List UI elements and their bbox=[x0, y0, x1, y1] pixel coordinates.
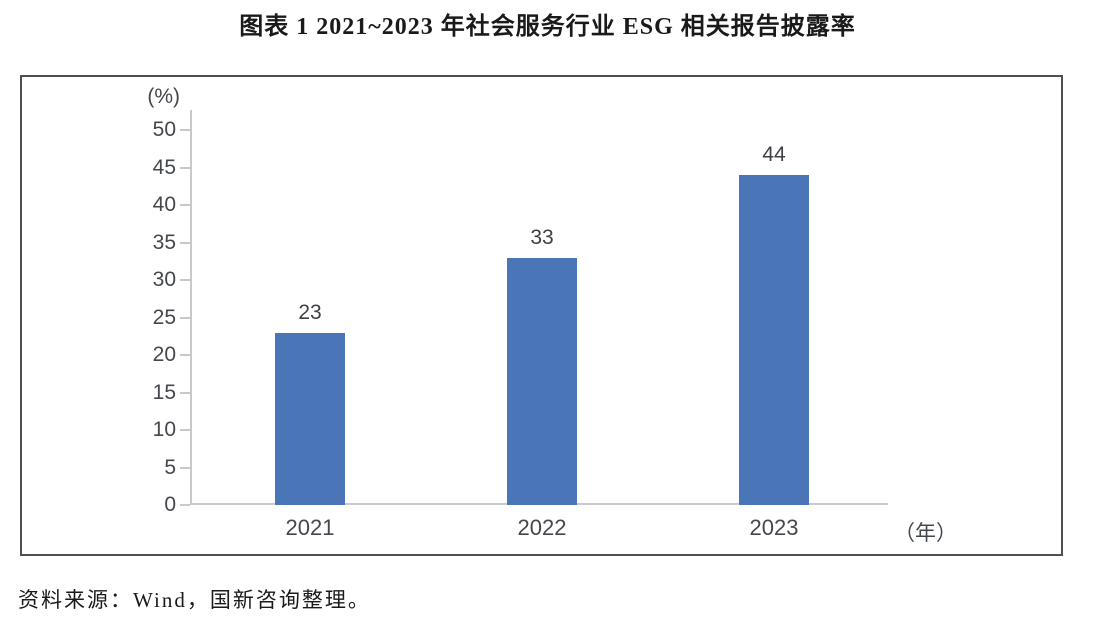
y-axis-unit-label: (%) bbox=[147, 85, 180, 108]
y-tick-label: 30 bbox=[152, 268, 176, 291]
y-tick-label: 15 bbox=[152, 380, 176, 404]
bar-2022 bbox=[507, 257, 577, 505]
y-tick-mark bbox=[180, 391, 190, 394]
y-tick-label: 5 bbox=[164, 455, 176, 479]
y-tick-label: 35 bbox=[152, 230, 176, 254]
y-tick-mark bbox=[180, 166, 190, 169]
y-tick-mark bbox=[180, 204, 190, 206]
y-tick-label: 45 bbox=[152, 155, 176, 179]
y-tick-mark bbox=[180, 241, 190, 244]
source-note: 资料来源：Wind，国新咨询整理。 bbox=[18, 588, 371, 612]
y-tick-mark bbox=[180, 504, 190, 506]
y-tick-label: 40 bbox=[152, 193, 176, 216]
plot-area: (%) （年） 0 5 10 15 20 25 30 35 40 45 50 23 2021 33 2022… bbox=[22, 77, 1061, 554]
y-tick-mark bbox=[180, 466, 190, 469]
y-tick-mark bbox=[180, 429, 190, 431]
bar-2021 bbox=[275, 332, 345, 505]
x-tick-label: 2021 bbox=[285, 515, 335, 540]
y-tick-label: 25 bbox=[152, 305, 176, 329]
y-tick-label: 0 bbox=[164, 493, 176, 516]
bar-2023 bbox=[739, 175, 809, 505]
bar-value-label: 33 bbox=[530, 225, 554, 249]
y-tick-label: 20 bbox=[152, 343, 176, 366]
x-tick-label: 2023 bbox=[749, 515, 799, 540]
x-tick-label: 2022 bbox=[517, 515, 567, 540]
y-tick-mark bbox=[180, 354, 190, 356]
y-tick-label: 50 bbox=[152, 118, 176, 141]
y-tick-mark bbox=[180, 129, 190, 131]
bar-value-label: 23 bbox=[298, 300, 322, 324]
y-axis-line bbox=[190, 110, 192, 505]
bar-value-label: 44 bbox=[762, 143, 786, 166]
chart-title: 图表 1 2021~2023 年社会服务行业 ESG 相关报告披露率 bbox=[239, 14, 856, 40]
y-tick-mark bbox=[180, 279, 190, 281]
y-tick-label: 10 bbox=[152, 418, 176, 441]
x-axis-unit-label: （年） bbox=[894, 522, 957, 545]
y-tick-mark bbox=[180, 316, 190, 319]
chart-box: (%) （年） 0 5 10 15 20 25 30 35 40 45 50 23 2021 33 2022… bbox=[20, 75, 1063, 556]
